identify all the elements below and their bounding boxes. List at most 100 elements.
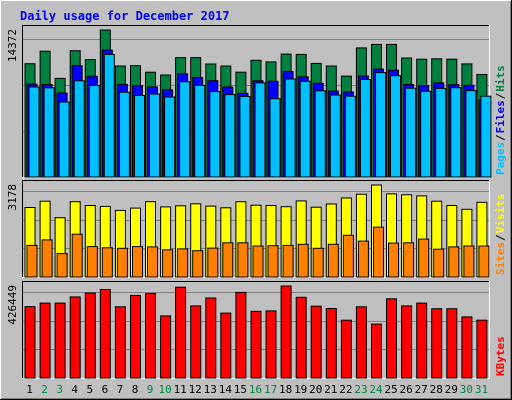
x-tick-label-day-24: 24 (369, 383, 383, 396)
x-tick-label-day-10: 10 (158, 383, 171, 396)
bar-pages-day-21 (329, 94, 341, 178)
bar-kbytes-day-21 (325, 308, 337, 379)
bar-pages-day-2 (43, 87, 55, 178)
bar-kbytes-day-26 (401, 305, 413, 379)
bar-sites-day-22 (342, 234, 354, 278)
bar-pages-day-6 (103, 54, 115, 178)
x-tick-label-day-7: 7 (117, 383, 124, 396)
x-tick-label-day-21: 21 (324, 383, 337, 396)
bar-pages-day-17 (269, 98, 281, 178)
bar-kbytes-day-14 (220, 312, 232, 379)
bar-pages-day-5 (88, 84, 100, 178)
bar-kbytes-day-20 (310, 305, 322, 379)
panel-kbytes: 426449 KBytes (6, 281, 507, 379)
x-tick-label-day-16: 16 (249, 383, 262, 396)
bar-kbytes-day-15 (235, 291, 247, 379)
bar-sites-day-27 (418, 238, 430, 278)
x-tick-label-day-29: 29 (445, 383, 458, 396)
x-tick-label-day-13: 13 (204, 383, 217, 396)
bar-pages-day-8 (134, 95, 145, 178)
legend-item: Files (494, 100, 507, 133)
bar-pages-day-10 (164, 96, 176, 178)
x-tick-label-day-26: 26 (399, 383, 412, 396)
bar-sites-day-8 (132, 246, 143, 278)
bar-sites-day-1 (26, 244, 38, 278)
bar-pages-day-14 (224, 94, 236, 178)
bar-pages-day-1 (28, 86, 40, 178)
legend-item: / (494, 234, 507, 241)
bar-pages-day-7 (118, 91, 130, 178)
x-tick-label-day-15: 15 (234, 383, 247, 396)
bar-sites-day-29 (448, 246, 460, 278)
bar-sites-day-13 (207, 247, 219, 278)
bar-pages-day-25 (390, 75, 401, 178)
bar-pages-day-3 (58, 101, 70, 178)
bar-sites-day-4 (71, 233, 83, 278)
bar-sites-day-16 (252, 245, 264, 278)
bar-kbytes-day-30 (461, 316, 473, 379)
bar-pages-day-28 (435, 87, 447, 178)
bar-pages-day-23 (359, 79, 371, 178)
bar-pages-day-29 (450, 87, 462, 178)
bar-pages-day-19 (299, 80, 311, 178)
bar-sites-day-15 (237, 242, 249, 278)
x-tick-label-day-22: 22 (339, 383, 352, 396)
y-max-label: 426449 (6, 285, 19, 325)
bar-pages-day-9 (149, 93, 160, 178)
bar-sites-day-7 (116, 247, 128, 278)
legend-item: Hits (494, 65, 507, 92)
legend-item: Visits (494, 194, 507, 234)
bar-sites-day-12 (192, 250, 204, 278)
x-tick-label-day-28: 28 (430, 383, 443, 396)
chart-panels: 14372Pages/Files/Hits3178Sites/Visits426… (6, 25, 507, 379)
bar-kbytes-day-17 (265, 310, 277, 379)
bar-kbytes-day-4 (69, 296, 81, 379)
y-max-label: 3178 (6, 184, 19, 211)
series-kbytes (24, 285, 488, 379)
bar-kbytes-day-5 (84, 292, 96, 379)
x-tick-label-day-14: 14 (219, 383, 233, 396)
bar-kbytes-day-24 (371, 323, 382, 379)
legend-item: Sites (494, 242, 507, 275)
bar-kbytes-day-6 (99, 289, 111, 379)
bar-pages-day-16 (254, 82, 266, 178)
legend-item: KBytes (494, 336, 507, 376)
x-tick-label-day-23: 23 (354, 383, 367, 396)
x-tick-label-day-5: 5 (86, 383, 93, 396)
bar-pages-day-27 (420, 90, 432, 178)
bar-sites-day-14 (222, 242, 234, 278)
bar-kbytes-day-28 (431, 308, 443, 379)
bar-pages-day-15 (239, 95, 251, 178)
bar-sites-day-6 (101, 247, 113, 278)
y-max-label: 14372 (6, 29, 19, 62)
x-tick-label-day-25: 25 (384, 383, 397, 396)
x-tick-label-day-17: 17 (264, 383, 277, 396)
x-tick-label-day-27: 27 (415, 383, 428, 396)
bar-kbytes-day-3 (54, 302, 66, 379)
bar-sites-day-9 (147, 246, 158, 278)
bar-sites-day-31 (478, 245, 490, 278)
bar-kbytes-day-9 (145, 293, 156, 379)
series-sites (26, 226, 490, 278)
legend-item: / (494, 134, 507, 141)
bar-kbytes-day-29 (446, 308, 458, 379)
bar-sites-day-17 (267, 245, 279, 278)
bar-sites-day-18 (282, 244, 294, 278)
bar-kbytes-day-13 (205, 297, 217, 379)
bar-kbytes-day-16 (250, 310, 262, 379)
x-tick-label-day-30: 30 (460, 383, 473, 396)
bar-pages-day-11 (179, 81, 191, 178)
x-tick-label-day-1: 1 (26, 383, 33, 396)
x-tick-label-day-31: 31 (475, 383, 488, 396)
bar-sites-day-5 (86, 246, 98, 278)
bar-sites-day-20 (312, 247, 324, 278)
bar-sites-day-2 (41, 239, 53, 278)
bar-sites-day-23 (357, 240, 369, 278)
bar-kbytes-day-8 (130, 294, 141, 379)
bar-sites-day-30 (463, 245, 475, 278)
bar-kbytes-day-22 (340, 319, 352, 379)
x-tick-label-day-4: 4 (71, 383, 78, 396)
bar-kbytes-day-10 (160, 315, 172, 379)
bar-kbytes-day-12 (190, 305, 202, 379)
